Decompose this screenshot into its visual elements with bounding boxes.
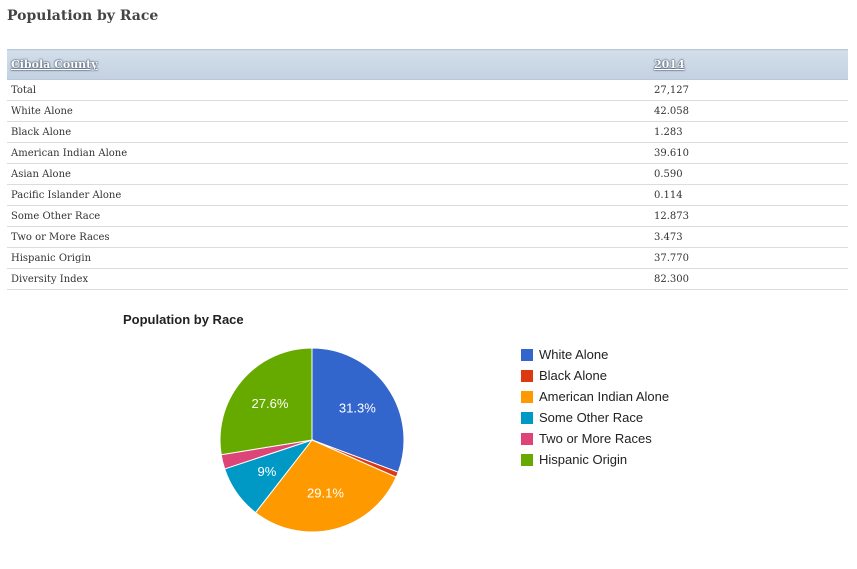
row-label: American Indian Alone: [7, 142, 650, 164]
legend-label: Black Alone: [539, 368, 607, 383]
legend-item[interactable]: Some Other Race: [521, 407, 669, 428]
legend-swatch: [521, 432, 533, 445]
table-row: Total 27,127: [7, 79, 848, 101]
slice-label: 29.1%: [307, 486, 344, 501]
legend-label: Two or More Races: [539, 431, 652, 446]
legend-label: Hispanic Origin: [539, 452, 628, 467]
legend-swatch: [521, 453, 533, 466]
row-label: Pacific Islander Alone: [7, 184, 650, 206]
legend-swatch: [521, 369, 533, 382]
row-value: 3.473: [650, 226, 848, 248]
slice-label: 31.3%: [339, 401, 376, 416]
table-row: Two or More Races 3.473: [7, 226, 848, 248]
legend-swatch: [521, 390, 533, 403]
legend-item[interactable]: White Alone: [521, 344, 669, 365]
row-label: Diversity Index: [7, 268, 650, 290]
chart-legend: White Alone Black Alone American Indian …: [521, 344, 669, 470]
row-value: 0.114: [650, 184, 848, 206]
row-value: 42.058: [650, 100, 848, 122]
legend-swatch: [521, 348, 533, 361]
page-heading: Population by Race: [7, 8, 159, 24]
table-row: American Indian Alone 39.610: [7, 142, 848, 164]
pie-slice[interactable]: [219, 347, 313, 456]
row-label: Two or More Races: [7, 226, 650, 248]
column-header-year[interactable]: 2014: [650, 49, 848, 80]
column-header-county[interactable]: Cibola County: [7, 49, 650, 80]
row-label: Hispanic Origin: [7, 247, 650, 269]
population-table: Cibola County 2014 Total 27,127 White Al…: [7, 49, 848, 290]
table-row: Diversity Index 82.300: [7, 268, 848, 290]
row-value: 0.590: [650, 163, 848, 185]
table-row: Pacific Islander Alone 0.114: [7, 184, 848, 206]
row-value: 37.770: [650, 247, 848, 269]
row-value: 12.873: [650, 205, 848, 227]
legend-swatch: [521, 411, 533, 424]
table-row: Hispanic Origin 37.770: [7, 247, 848, 269]
row-value: 1.283: [650, 121, 848, 143]
row-label: Asian Alone: [7, 163, 650, 185]
row-value: 82.300: [650, 268, 848, 290]
table-row: Black Alone 1.283: [7, 121, 848, 143]
legend-item[interactable]: Hispanic Origin: [521, 449, 669, 470]
row-label: Total: [7, 79, 650, 101]
slice-label: 27.6%: [252, 396, 289, 411]
table-row: Some Other Race 12.873: [7, 205, 848, 227]
legend-item[interactable]: Two or More Races: [521, 428, 669, 449]
row-label: Black Alone: [7, 121, 650, 143]
legend-item[interactable]: Black Alone: [521, 365, 669, 386]
pie-slice[interactable]: [311, 347, 405, 473]
row-value: 39.610: [650, 142, 848, 164]
table-row: White Alone 42.058: [7, 100, 848, 122]
legend-label: White Alone: [539, 347, 609, 362]
legend-label: Some Other Race: [539, 410, 644, 425]
row-label: White Alone: [7, 100, 650, 122]
slice-label: 9%: [258, 464, 277, 479]
row-value: 27,127: [650, 79, 848, 101]
row-label: Some Other Race: [7, 205, 650, 227]
table-header-row: Cibola County 2014: [7, 49, 848, 80]
pie-slice[interactable]: [254, 439, 397, 533]
legend-item[interactable]: American Indian Alone: [521, 386, 669, 407]
table-row: Asian Alone 0.590: [7, 163, 848, 185]
chart-title: Population by Race: [123, 312, 244, 327]
legend-label: American Indian Alone: [539, 389, 670, 404]
